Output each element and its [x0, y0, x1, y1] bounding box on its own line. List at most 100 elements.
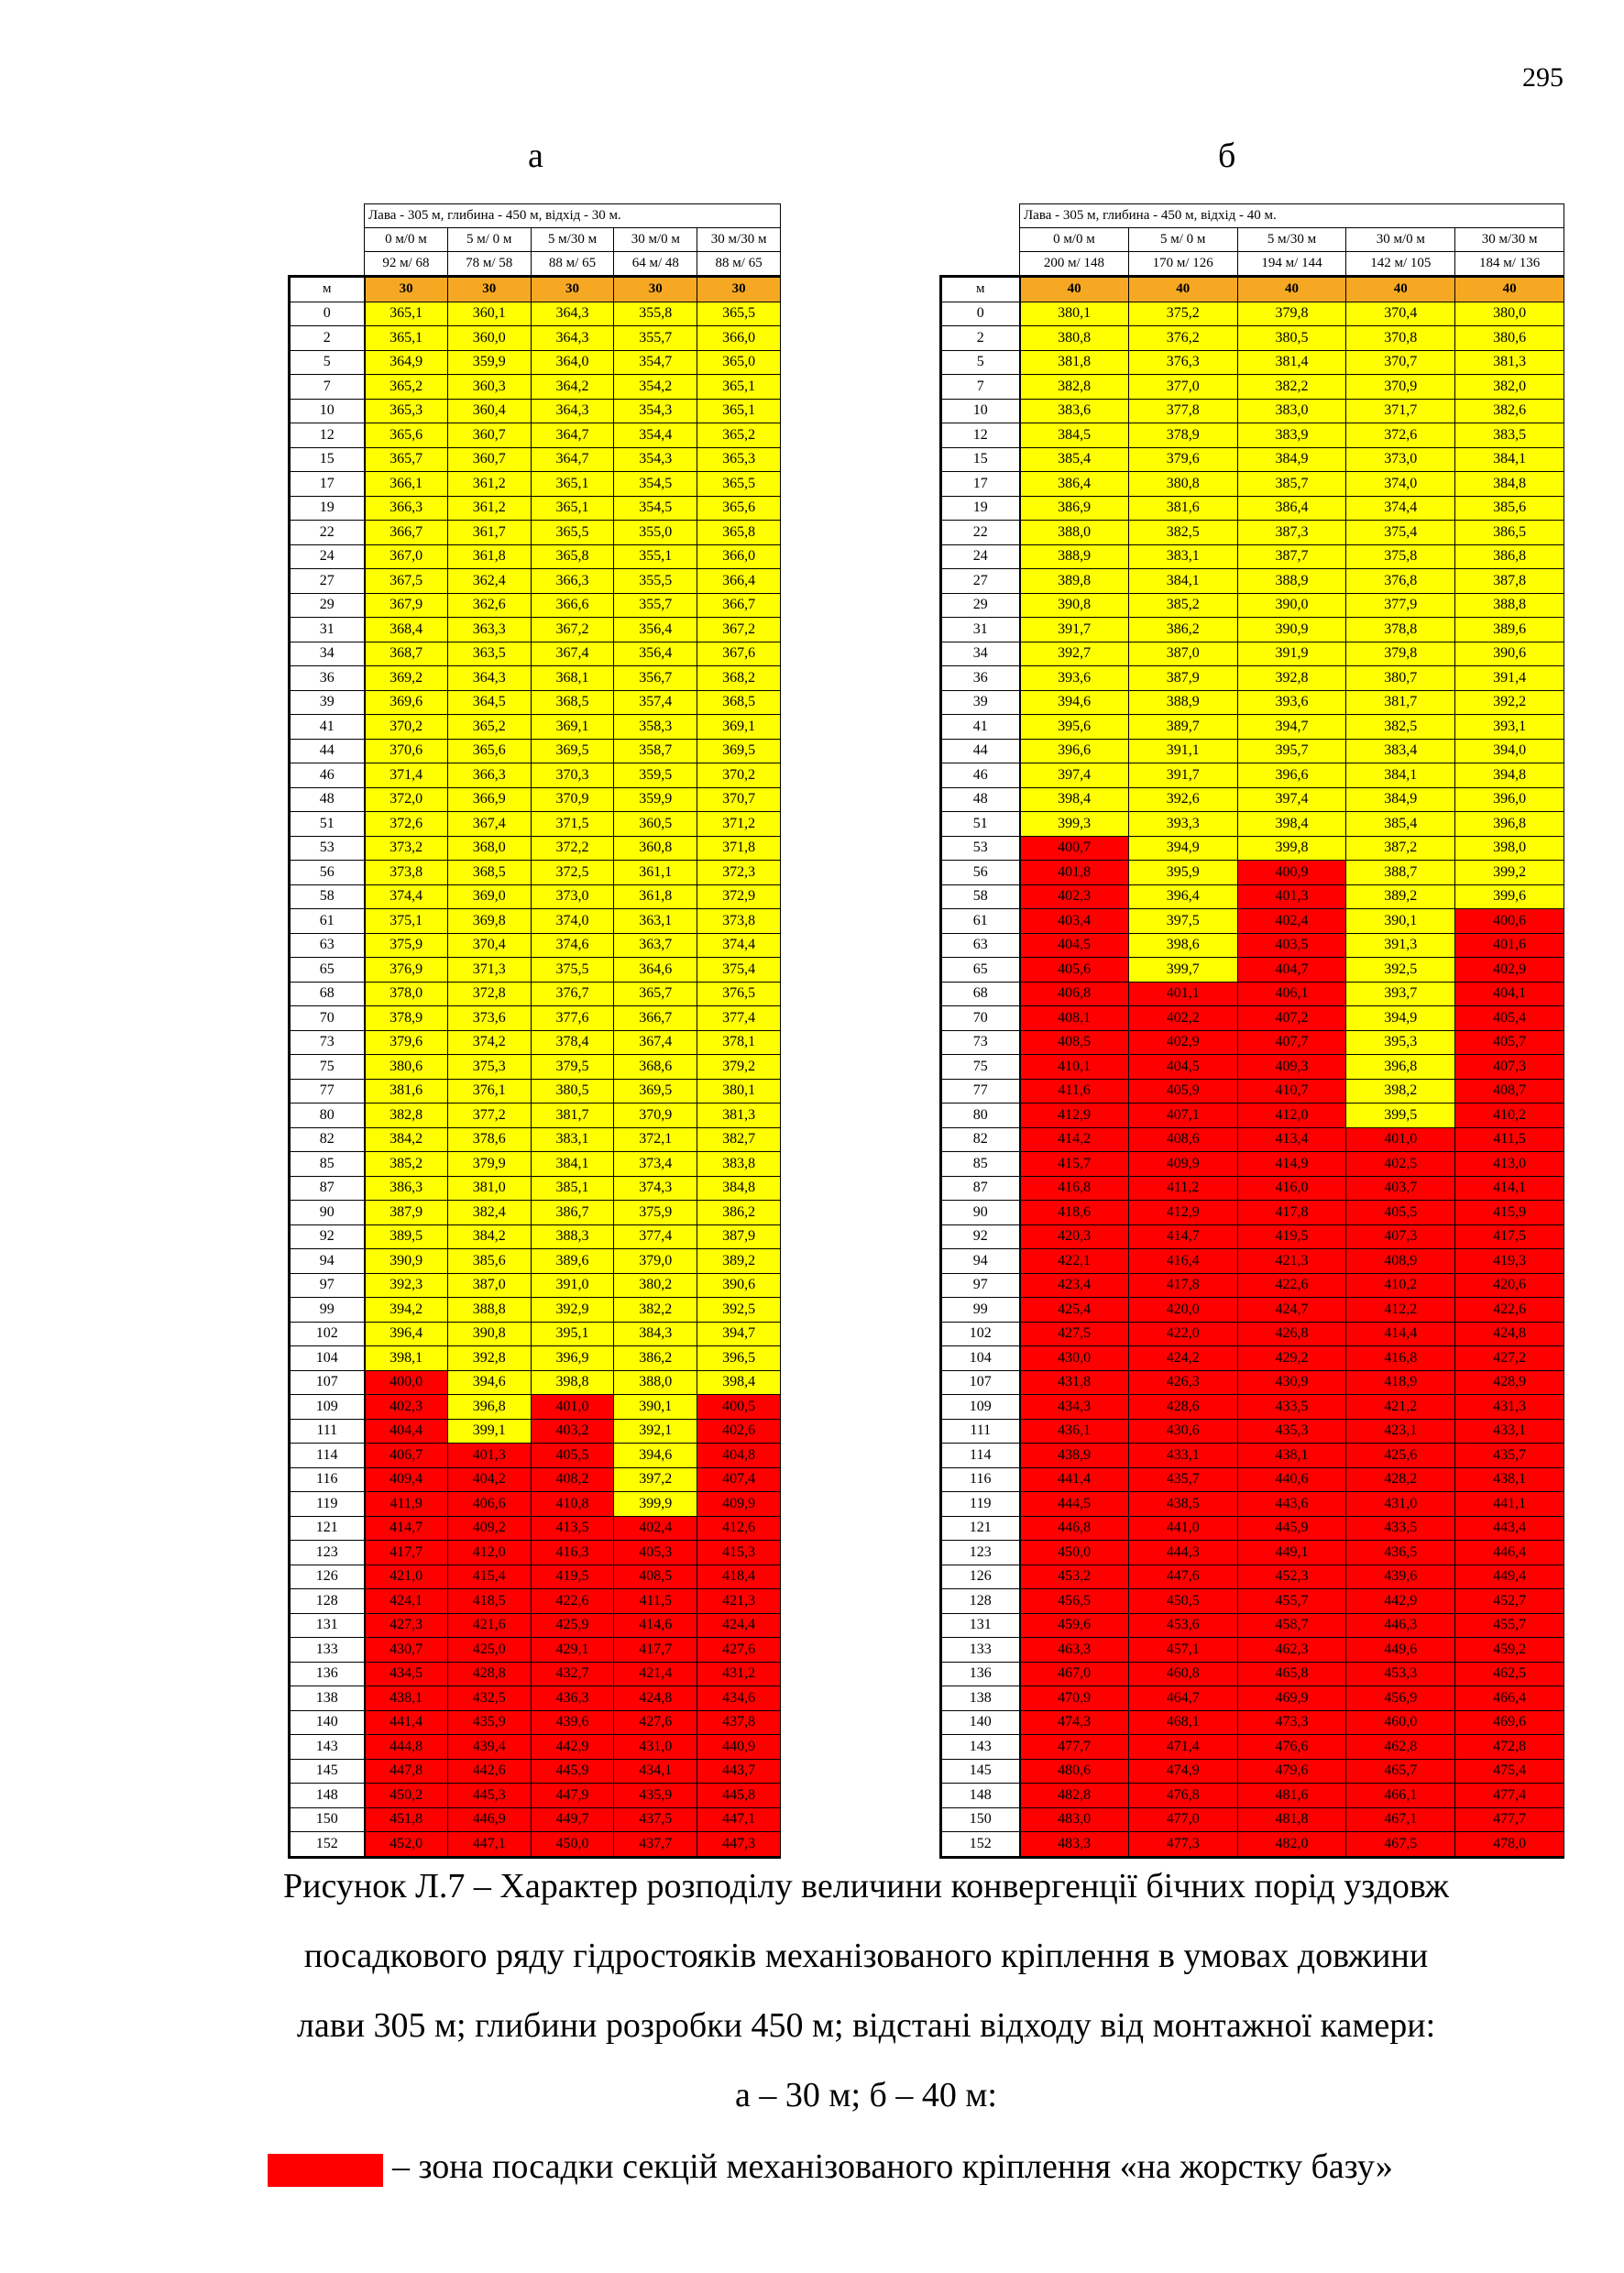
legend-text: – зона посадки секцій механізованого крі… — [392, 2147, 1393, 2186]
table-cell: 388,9 — [1019, 544, 1129, 569]
table-cell: 437,7 — [613, 1831, 698, 1859]
table-cell: 360,8 — [613, 835, 698, 861]
table-cell: 444,5 — [1019, 1491, 1129, 1517]
table-cell: 415,3 — [697, 1540, 782, 1565]
table-cell: 369,0 — [446, 884, 532, 909]
table-row: 150 483,0 477,0 481,8 467,1 477,7 — [939, 1806, 1565, 1832]
table-cell: 436,3 — [530, 1686, 615, 1711]
table-row: 102 396,4 390,8 395,1 384,3 394,7 — [288, 1321, 782, 1346]
table-cell: 460,8 — [1127, 1661, 1238, 1686]
table-cell: 371,2 — [697, 811, 782, 837]
table-row: 39 394,6 388,9 393,6 381,7 392,2 — [939, 689, 1565, 715]
table-cell: 387,9 — [364, 1200, 448, 1225]
table-cell: 411,5 — [1454, 1126, 1565, 1152]
table-cell: 412,9 — [1127, 1200, 1238, 1225]
table-cell: 438,5 — [1127, 1491, 1238, 1517]
table-cell: 453,6 — [1127, 1612, 1238, 1638]
table-cell: 384,1 — [1127, 568, 1238, 594]
table-cell: 397,4 — [1236, 786, 1347, 812]
table-cell: 444,3 — [1127, 1540, 1238, 1565]
table-cell: 423,1 — [1345, 1418, 1456, 1444]
table-cell: 377,2 — [446, 1103, 532, 1128]
row-label: 15 — [939, 446, 1021, 472]
row-label: 53 — [288, 835, 366, 861]
table-cell: 380,0 — [1454, 301, 1565, 326]
table-row: 90 387,9 382,4 386,7 375,9 386,2 — [288, 1200, 782, 1225]
table-cell: 361,8 — [446, 544, 532, 569]
row-label: 56 — [939, 860, 1021, 885]
table-row: 7 382,8 377,0 382,2 370,9 382,0 — [939, 374, 1565, 400]
table-cell: 447,8 — [364, 1758, 448, 1784]
table-row: 121 414,7 409,2 413,5 402,4 412,6 — [288, 1515, 782, 1541]
table-cell: 446,9 — [446, 1806, 532, 1832]
table-cell: 408,1 — [1019, 1005, 1129, 1031]
table-cell: 354,2 — [613, 374, 698, 400]
table-cell: 365,3 — [364, 398, 448, 423]
table-cell: 364,7 — [530, 446, 615, 472]
table-cell: 395,6 — [1019, 714, 1129, 740]
table-cell: 367,9 — [364, 592, 448, 618]
table-cell: 395,9 — [1127, 860, 1238, 885]
row-label: 56 — [288, 860, 366, 885]
table-cell: 440,6 — [1236, 1466, 1347, 1492]
table-cell: 391,3 — [1345, 932, 1456, 958]
table-cell: 381,4 — [1236, 349, 1347, 375]
table-row: 58 374,4 369,0 373,0 361,8 372,9 — [288, 884, 782, 909]
row-label: 99 — [939, 1297, 1021, 1323]
distance-value: 30 — [613, 275, 698, 302]
table-cell: 408,9 — [1345, 1248, 1456, 1274]
table-cell: 393,3 — [1127, 811, 1238, 837]
table-cell: 377,6 — [530, 1005, 615, 1031]
table-cell: 434,6 — [697, 1686, 782, 1711]
table-cell: 368,4 — [364, 617, 448, 642]
table-cell: 385,6 — [446, 1248, 532, 1274]
table-cell: 388,7 — [1345, 860, 1456, 885]
table-cell: 389,2 — [697, 1248, 782, 1274]
table-cell: 412,0 — [446, 1540, 532, 1565]
table-cell: 365,1 — [697, 374, 782, 400]
table-row: 77 411,6 405,9 410,7 398,2 408,7 — [939, 1078, 1565, 1104]
table-cell: 416,8 — [1019, 1175, 1129, 1201]
table-cell: 370,4 — [446, 932, 532, 958]
column-header: 30 м/30 м — [1454, 227, 1565, 252]
table-cell: 396,8 — [446, 1394, 532, 1420]
table-cell: 380,5 — [1236, 325, 1347, 351]
table-row: 53 400,7 394,9 399,8 387,2 398,0 — [939, 835, 1565, 861]
table-cell: 384,1 — [1454, 446, 1565, 472]
table-cell: 405,5 — [1345, 1200, 1456, 1225]
table-cell: 390,1 — [1345, 908, 1456, 934]
table-cell: 391,9 — [1236, 641, 1347, 666]
table-cell: 447,6 — [1127, 1564, 1238, 1589]
table-cell: 381,7 — [530, 1103, 615, 1128]
row-label: 51 — [288, 811, 366, 837]
table-cell: 365,6 — [364, 423, 448, 448]
table-cell: 378,9 — [364, 1005, 448, 1031]
table-cell: 416,8 — [1345, 1345, 1456, 1371]
table-cell: 368,5 — [530, 689, 615, 715]
table-cell: 355,5 — [613, 568, 698, 594]
table-cell: 435,7 — [1454, 1443, 1565, 1468]
row-label: 68 — [288, 981, 366, 1006]
table-cell: 390,0 — [1236, 592, 1347, 618]
table-cell: 398,4 — [1236, 811, 1347, 837]
table-row: 2 365,1 360,0 364,3 355,7 366,0 — [288, 325, 782, 351]
table-cell: 388,8 — [1454, 592, 1565, 618]
table-cell: 384,1 — [1345, 763, 1456, 788]
table-cell: 374,4 — [697, 932, 782, 958]
table-row: 41 370,2 365,2 369,1 358,3 369,1 — [288, 714, 782, 740]
table-cell: 401,0 — [530, 1394, 615, 1420]
table-cell: 384,2 — [364, 1126, 448, 1152]
table-cell: 370,7 — [1345, 349, 1456, 375]
table-cell: 361,2 — [446, 495, 532, 521]
table-cell: 360,7 — [446, 423, 532, 448]
table-cell: 398,4 — [697, 1369, 782, 1395]
table-cell: 368,6 — [613, 1054, 698, 1080]
table-cell: 424,1 — [364, 1588, 448, 1614]
table-cell: 355,8 — [613, 301, 698, 326]
table-cell: 425,6 — [1345, 1443, 1456, 1468]
table-cell: 430,7 — [364, 1637, 448, 1663]
table-row: 143 444,8 439,4 442,9 431,0 440,9 — [288, 1734, 782, 1760]
table-cell: 394,9 — [1127, 835, 1238, 861]
table-row: 116 409,4 404,2 408,2 397,2 407,4 — [288, 1466, 782, 1492]
